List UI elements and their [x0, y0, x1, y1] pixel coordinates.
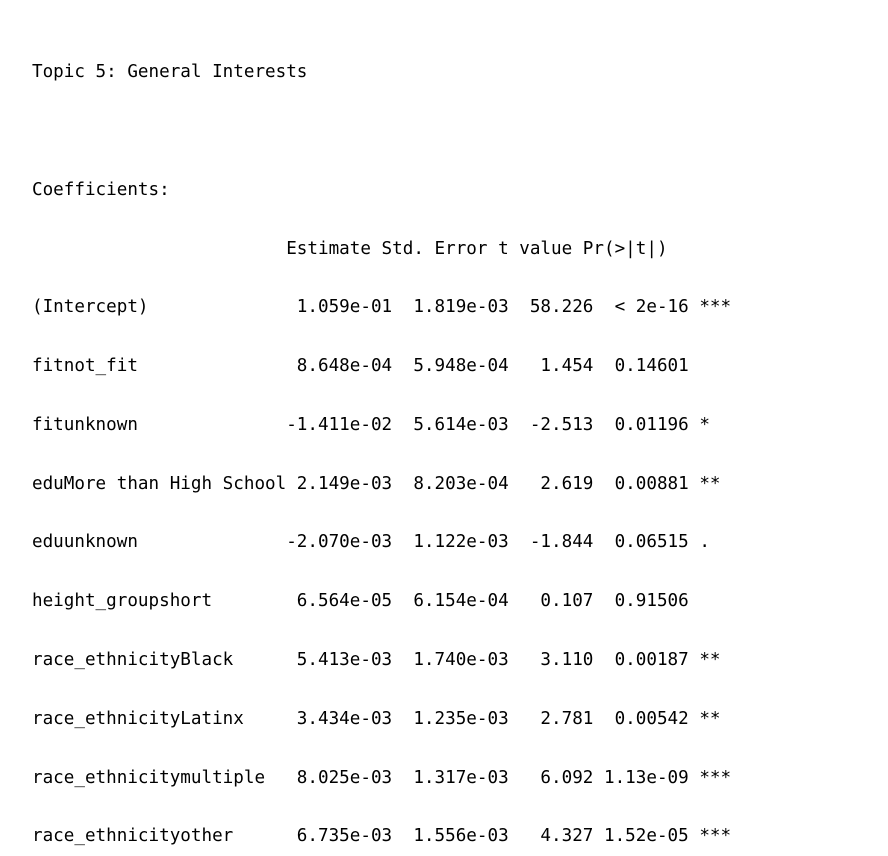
table-row: fitnot_fit 8.648e-04 5.948e-04 1.454 0.1… — [32, 356, 732, 377]
regression-output: Topic 5: General Interests Coefficients:… — [32, 24, 731, 856]
table-row: height_groupshort 6.564e-05 6.154e-04 0.… — [32, 591, 732, 612]
table-row: race_ethnicityother 6.735e-03 1.556e-03 … — [32, 826, 732, 847]
table-row: fitunknown -1.411e-02 5.614e-03 -2.513 0… — [32, 414, 732, 435]
table-row: (Intercept) 1.059e-01 1.819e-03 58.226 <… — [32, 297, 732, 318]
table-row: eduunknown -2.070e-03 1.122e-03 -1.844 0… — [32, 532, 732, 553]
table-row: race_ethnicityBlack 5.413e-03 1.740e-03 … — [32, 650, 732, 670]
table-row: race_ethnicityLatinx 3.434e-03 1.235e-03… — [32, 708, 732, 729]
blank-line — [32, 122, 731, 142]
table-row: race_ethnicitymultiple 8.025e-03 1.317e-… — [32, 767, 732, 788]
table-header: Estimate Std. Error t value Pr(>|t|) — [32, 238, 710, 259]
topic-title: Topic 5: General Interests — [32, 62, 308, 83]
coefficients-label: Coefficients: — [32, 179, 170, 200]
table-row: eduMore than High School 2.149e-03 8.203… — [32, 473, 732, 494]
